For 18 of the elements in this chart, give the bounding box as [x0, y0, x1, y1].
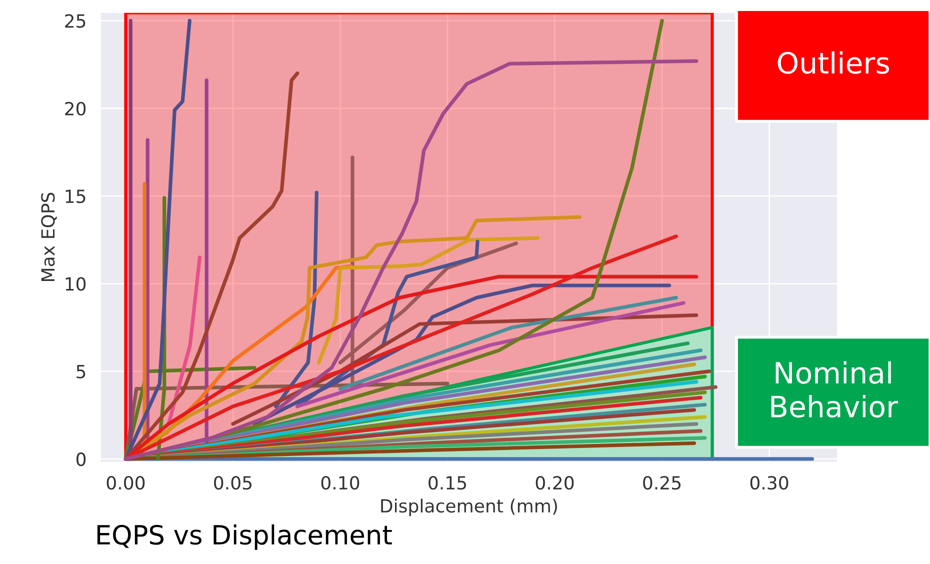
y-tick-label: 15 — [66, 190, 86, 204]
x-tick-label: 0.20 — [536, 476, 574, 490]
y-tick-label: 20 — [65, 102, 86, 116]
text: EQPS vs Displacement — [97, 524, 392, 550]
text: Outliers — [778, 51, 889, 74]
x-tick-label: 0.30 — [750, 476, 788, 490]
y-axis-title: Max EQPS — [41, 192, 57, 281]
y-tick-label: 0 — [76, 452, 86, 466]
x-tick-label: 0.10 — [321, 476, 360, 490]
y-tick-label: 10 — [66, 277, 86, 291]
y-tick-label: 25 — [65, 14, 86, 28]
x-tick-label: 0.05 — [214, 476, 252, 490]
text: Nominal Behavior — [771, 361, 898, 418]
x-tick-label: 0.00 — [106, 476, 145, 490]
x-axis-title: Displacement (mm) — [381, 498, 557, 516]
y-tick-label: 5 — [76, 365, 86, 378]
x-tick-label: 0.15 — [428, 476, 466, 490]
x-tick-label: 0.25 — [643, 476, 681, 490]
